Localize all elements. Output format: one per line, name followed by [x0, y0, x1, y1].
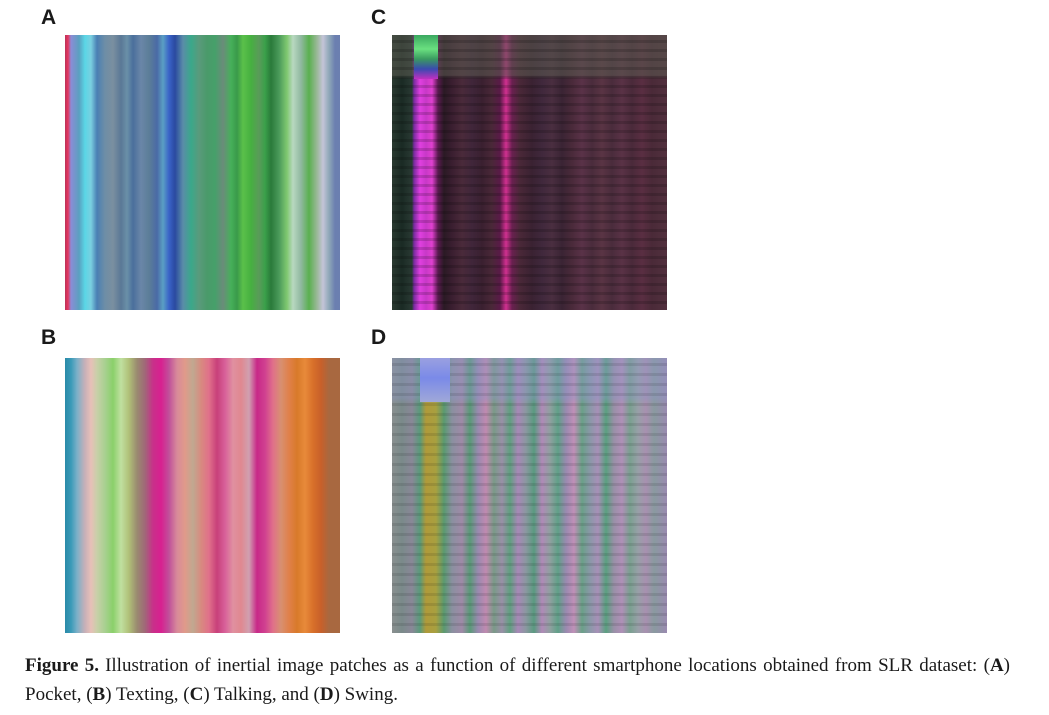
image-patch-talking: [392, 35, 667, 310]
caption-text: ) Swing.: [333, 684, 398, 705]
caption-ref-c: C: [189, 684, 204, 705]
image-patch-swing: [392, 358, 667, 633]
panel-label-d: D: [371, 326, 387, 349]
patch-highlight: [414, 35, 438, 79]
caption-text: ) Pocket, (: [25, 655, 1010, 705]
panel-label-a: A: [41, 6, 57, 29]
patch-highlight: [420, 358, 450, 402]
image-patch-pocket: [65, 35, 340, 310]
caption-ref-d: D: [319, 684, 334, 705]
caption-ref-a: A: [989, 655, 1004, 676]
caption-text: Illustration of inertial image patches a…: [105, 655, 990, 676]
figure-label: Figure 5.: [25, 655, 100, 676]
image-patch-texting: [65, 358, 340, 633]
caption-text: ) Texting, (: [105, 684, 190, 705]
figure-caption: Figure 5. Illustration of inertial image …: [25, 651, 1010, 709]
caption-text: ) Talking, and (: [203, 684, 320, 705]
panel-label-b: B: [41, 326, 57, 349]
caption-ref-b: B: [92, 684, 106, 705]
panel-label-c: C: [371, 6, 387, 29]
